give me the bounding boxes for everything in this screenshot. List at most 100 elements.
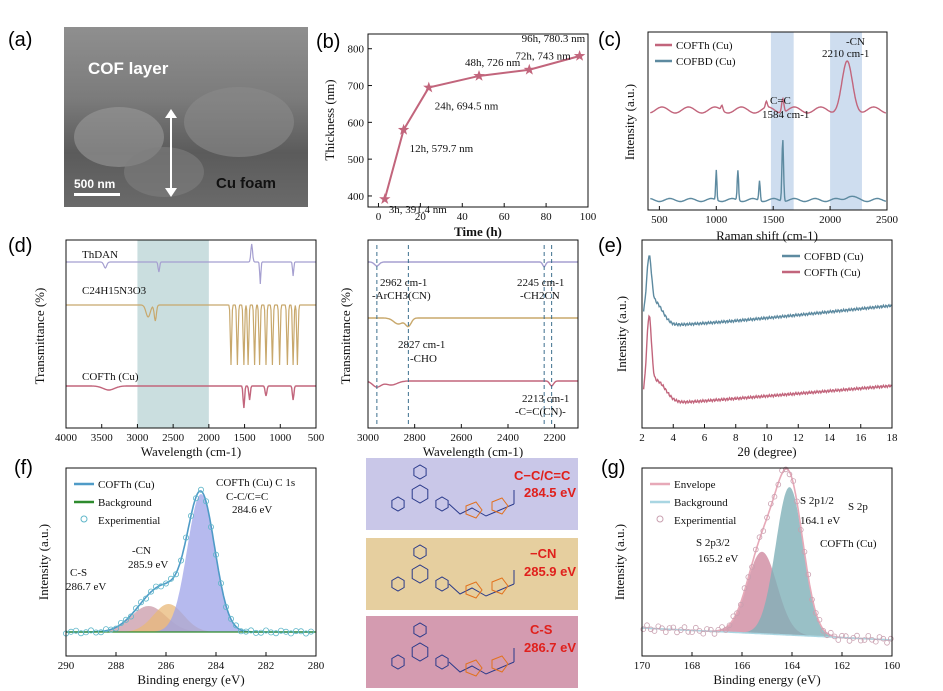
chart-e-xtick-label-8: 18 — [887, 432, 899, 444]
molecule-thiophene-a-1 — [465, 581, 483, 599]
chart-b-point-2 — [423, 81, 435, 93]
chart-g-ylabel: Intensity (a.u.) — [612, 524, 627, 600]
chart-b-point-label-3: 48h, 726 nm — [465, 57, 521, 69]
chart-f-legend-background: Background — [98, 497, 152, 509]
chart-f-point-40 — [262, 627, 269, 634]
chart-d2-ann-2827-group: -CHO — [410, 353, 437, 365]
chart-f-xlabel: Binding energy (eV) — [137, 672, 244, 687]
chart-g-point-14 — [692, 624, 699, 631]
chart-g-xtick-label-5: 160 — [884, 660, 901, 672]
chart-d2-ann-2962: 2962 cm-1 — [380, 277, 427, 289]
chart-g-point-22 — [722, 627, 729, 633]
chart-f-point-5 — [88, 627, 95, 634]
structure-label-cs: C-S — [530, 622, 553, 637]
chart-e-legend-cofbd: COFBD (Cu) — [804, 251, 864, 263]
molecule-ring-top-1 — [413, 544, 427, 560]
molecule-chain-2 — [448, 661, 515, 675]
chart-e-xtick-label-7: 16 — [855, 432, 867, 444]
chart-g-point-1 — [644, 622, 650, 628]
chart-f-point-7 — [98, 629, 105, 636]
chart-g-point-15 — [696, 628, 703, 634]
chart-b-frame — [367, 33, 589, 208]
chart-d1-xtick-label-2: 3000 — [126, 432, 149, 444]
chart-e-ylabel: Intensity (a.u.) — [614, 296, 629, 372]
chart-c-frame — [647, 31, 888, 211]
molecule-ring-top-2 — [413, 622, 427, 638]
chart-g-legend-marker — [656, 515, 664, 523]
chart-g-point-41 — [794, 498, 800, 505]
chart-g-point-42 — [797, 526, 804, 533]
molecule-chain-0 — [448, 503, 515, 517]
chart-e-xtick-label-0: 2 — [639, 432, 645, 444]
chart-f-point-21 — [167, 575, 174, 582]
chart-f-point-47 — [297, 628, 304, 635]
chart-f-point-16 — [142, 595, 149, 602]
chart-g-point-24 — [730, 613, 737, 620]
chart-g-point-65 — [884, 639, 890, 646]
chart-b-series-line — [383, 55, 580, 200]
chart-e-xtick-label-6: 14 — [824, 432, 836, 444]
chart-g-point-32 — [760, 528, 767, 534]
chart-g-point-0 — [640, 626, 647, 632]
chart-f-legend-marker — [80, 515, 88, 523]
chart-f-point-24 — [182, 534, 189, 541]
chart-f-peak-cs — [66, 606, 316, 632]
chart-f-point-39 — [257, 629, 264, 636]
chart-d2-xtick-label-2: 2600 — [450, 432, 473, 444]
chart-g-point-53 — [839, 632, 845, 639]
chart-g-point-16 — [700, 630, 707, 637]
chart-e-xtick-label-2: 6 — [702, 432, 708, 444]
structure-panel: C−C/C=C 284.5 eV −CN 285.9 eV C-S 286.7 … — [366, 458, 578, 688]
chart-b-point-1 — [397, 123, 410, 135]
chart-g-point-5 — [659, 625, 665, 631]
chart-g-point-28 — [745, 574, 752, 580]
chart-f-point-10 — [113, 625, 120, 632]
chart-d2-series-thdan — [368, 261, 578, 269]
chart-f-point-27 — [197, 486, 204, 493]
chart-g-frame — [641, 467, 893, 657]
chart-g-point-33 — [764, 514, 770, 521]
chart-d2-xtick-label-0: 3000 — [357, 432, 380, 444]
chart-b-xlabel: Time (h) — [454, 224, 502, 239]
chart-f-xtick-label-3: 284 — [208, 660, 225, 672]
chart-b-xtick-label-4: 80 — [541, 211, 553, 223]
chart-f-point-22 — [172, 571, 179, 578]
chart-g-point-13 — [689, 629, 695, 635]
molecule-chain-1 — [448, 583, 515, 597]
chart-d1-label-thdan: ThDAN — [82, 249, 118, 261]
chart-f-xtick-label-1: 288 — [108, 660, 125, 672]
chart-g-xtick-label-0: 170 — [634, 660, 651, 672]
chart-g-point-26 — [737, 601, 744, 608]
chart-d2-ann-2245: 2245 cm-1 — [517, 277, 564, 289]
chart-g-point-49 — [824, 632, 830, 639]
chart-f-value-cc: 284.6 eV — [232, 504, 272, 516]
chart-d2-series-cofth — [367, 380, 578, 388]
chart-d1-xtick-label-5: 1500 — [234, 432, 257, 444]
structure-value-cn: 285.9 eV — [524, 564, 576, 579]
chart-g-xlabel: Binding energy (eV) — [713, 672, 820, 687]
chart-g-point-40 — [790, 478, 797, 484]
chart-g-legend-envelope: Envelope — [674, 479, 716, 491]
chart-g-title: S 2p — [848, 501, 868, 513]
chart-f-xtick-label-5: 280 — [308, 660, 325, 672]
chart-b-ytick-label-1: 500 — [348, 154, 365, 166]
chart-g-peak-s2p12 — [642, 487, 892, 640]
chart-f-legend-exp: Experimential — [98, 515, 160, 527]
chart-b-point-3 — [473, 70, 485, 81]
chart-f-value-cs: 286.7 eV — [66, 581, 106, 593]
chart-d2-frame — [367, 239, 579, 429]
chart-c-legend-cofbd: COFBD (Cu) — [676, 56, 736, 68]
chart-f-value-cn: 285.9 eV — [128, 559, 168, 571]
chart-g-point-34 — [767, 500, 774, 507]
chart-f-point-31 — [217, 580, 224, 587]
thickness-arrow-icon — [165, 109, 177, 197]
panel-label-e: (e) — [598, 235, 622, 257]
molecule-thiophene-b-1 — [491, 577, 509, 595]
molecule-thiophene-a-2 — [465, 659, 483, 677]
molecule-ring-left-1 — [391, 576, 405, 592]
chart-d1-xtick-label-1: 3500 — [91, 432, 114, 444]
chart-g-point-11 — [681, 624, 688, 630]
chart-f-point-26 — [192, 495, 199, 502]
chart-c-xtick-label-2: 1500 — [762, 214, 785, 226]
